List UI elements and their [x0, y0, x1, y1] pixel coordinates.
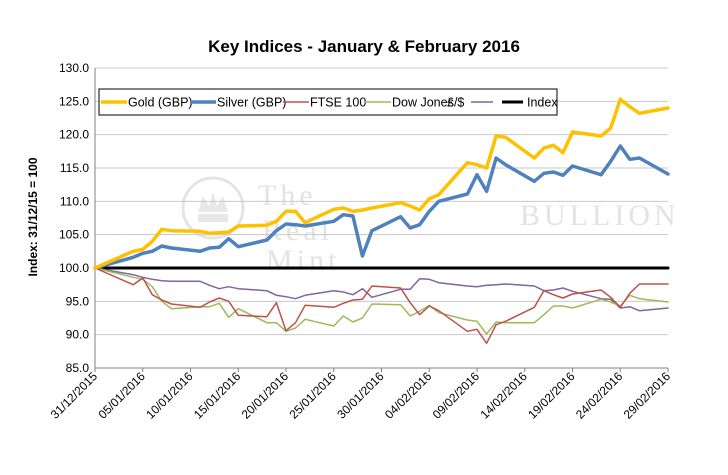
y-tick-label: 100.0 [59, 261, 89, 275]
series-line-1 [93, 144, 670, 270]
watermark-word-bullion: BULLION [520, 199, 680, 232]
legend-label: Gold (GBP) [128, 96, 193, 110]
y-tick-label: 90.0 [66, 328, 90, 342]
legend-label: Dow Jones [392, 96, 454, 110]
series-line-3 [94, 267, 669, 335]
series-line-0 [93, 97, 670, 270]
crown-crest-icon [181, 176, 245, 240]
y-tick-label: 110.0 [60, 194, 89, 208]
y-tick-label: 95.0 [66, 294, 90, 308]
y-tick-label: 125.0 [59, 94, 89, 108]
y-tick-label: 105.0 [59, 228, 89, 242]
y-tick-label: 120.0 [59, 128, 89, 142]
series-line-4 [94, 267, 669, 312]
watermark-word-the: The [258, 179, 317, 212]
watermark: The Real Mint BULLION [181, 176, 680, 277]
watermark-word-real: Real [262, 214, 333, 247]
watermark-word-mint: Mint [266, 244, 340, 277]
legend-label: FTSE 100 [310, 96, 366, 110]
legend-label: £/$ [447, 96, 464, 110]
legend-label: Silver (GBP) [217, 96, 286, 110]
series-line-2 [94, 267, 669, 345]
y-tick-label: 85.0 [66, 361, 90, 375]
series-lines [93, 97, 670, 345]
y-tick-label: 115.0 [60, 161, 89, 175]
y-tick-label: 130.0 [59, 61, 89, 75]
y-axis-label: Index: 31/12/15 = 100 [26, 157, 40, 276]
legend: Gold (GBP) Silver (GBP) FTSE 100 Dow Jones£… [98, 88, 558, 116]
chart-title: Key Indices - January & February 2016 [208, 37, 520, 56]
legend-label: Index [527, 96, 558, 110]
